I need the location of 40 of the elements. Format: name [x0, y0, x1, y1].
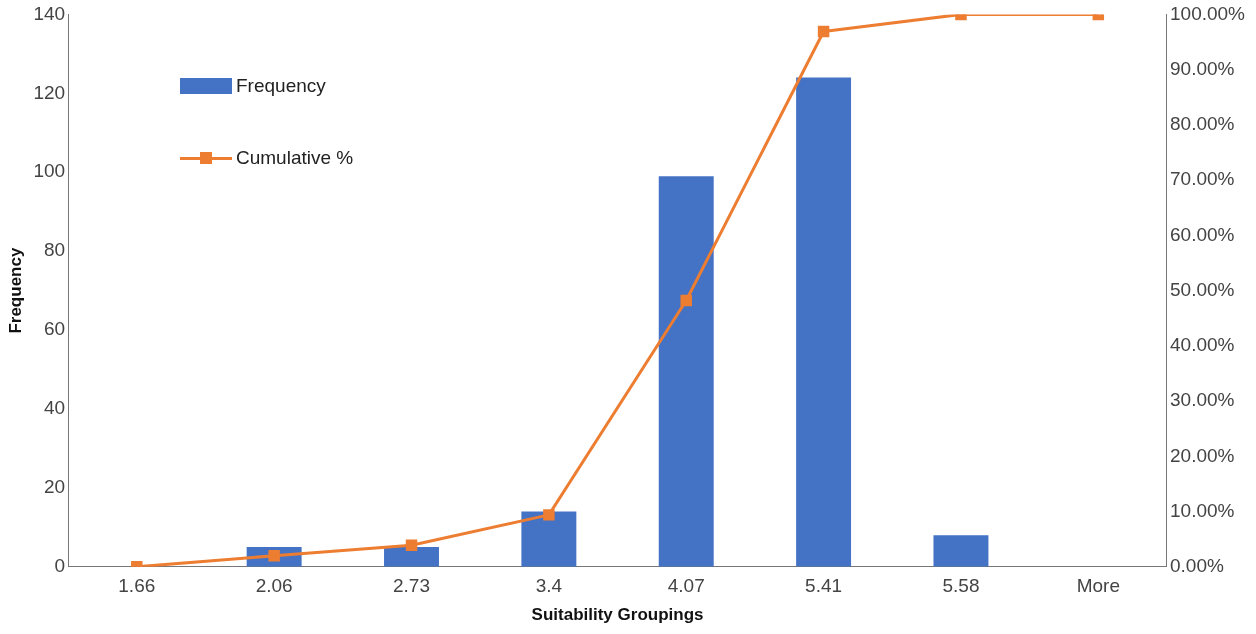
y-tick-label: 20 [43, 476, 66, 498]
bar [521, 511, 577, 567]
y2-tick-label: 10.00% [1169, 499, 1235, 521]
x-tick-label: 5.58 [942, 575, 980, 597]
y-tick-label: 80 [43, 239, 66, 261]
x-tick-label: More [1076, 575, 1120, 597]
x-tick-label: 2.73 [393, 575, 430, 597]
y2-tick-label: 90.00% [1169, 57, 1235, 79]
y2-tick-label: 30.00% [1169, 389, 1235, 411]
point [405, 539, 418, 551]
legend-label: Cumulative % [236, 147, 354, 169]
y-tick-label: 140 [33, 2, 66, 24]
legend-label: Frequency [236, 75, 326, 97]
y-tick-label: 40 [43, 397, 66, 419]
point [543, 509, 555, 521]
y2-tick-label: 60.00% [1169, 223, 1235, 245]
y2-tick-label: 100.00% [1169, 2, 1246, 24]
point [268, 550, 280, 562]
bar [658, 176, 714, 567]
x-tick-label: 2.06 [255, 575, 293, 597]
y2-tick-label: 20.00% [1169, 444, 1235, 466]
y2-tick-label: 40.00% [1169, 334, 1235, 356]
x-tick-label: 3.4 [535, 575, 563, 597]
y2-tick-label: 0.00% [1169, 555, 1224, 577]
y-axis-title: Frequency [5, 247, 25, 334]
bar [384, 547, 439, 567]
x-tick-label: 4.07 [667, 575, 705, 597]
y-tick-label: 100 [33, 160, 66, 182]
x-tick-label: 1.66 [118, 575, 156, 597]
y2-tick-label: 50.00% [1169, 278, 1235, 300]
bar [796, 77, 852, 567]
y-tick-label: 60 [43, 318, 66, 340]
bar [933, 535, 989, 567]
x-axis-title: Suitability Groupings [531, 605, 704, 625]
x-tick-label: 5.41 [805, 575, 843, 597]
y-tick-label: 120 [33, 81, 66, 103]
y2-tick-label: 80.00% [1169, 113, 1235, 135]
y-tick-label: 0 [54, 555, 66, 577]
point [680, 294, 692, 307]
y2-tick-label: 70.00% [1169, 168, 1235, 190]
